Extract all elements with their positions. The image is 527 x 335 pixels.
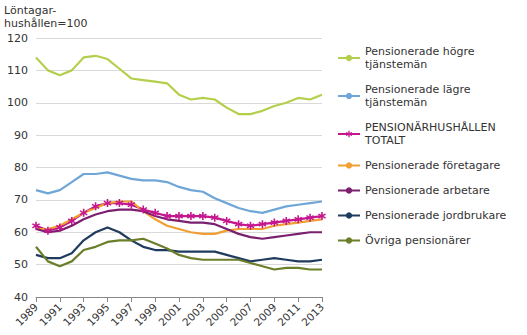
svg-text:2005: 2005 xyxy=(204,301,231,328)
svg-text:Pensionerade lägre: Pensionerade lägre xyxy=(365,83,474,96)
svg-text:PENSIONÄRHUSHÅLLEN: PENSIONÄRHUSHÅLLEN xyxy=(365,121,499,134)
svg-text:Pensionerade jordbrukare: Pensionerade jordbrukare xyxy=(365,209,507,222)
svg-text:2001: 2001 xyxy=(156,301,183,328)
svg-text:1991: 1991 xyxy=(37,301,64,328)
svg-text:1995: 1995 xyxy=(84,301,111,328)
svg-text:Pensionerade företagare: Pensionerade företagare xyxy=(365,159,500,172)
svg-text:1999: 1999 xyxy=(132,301,159,328)
svg-text:120: 120 xyxy=(7,32,28,45)
svg-text:110: 110 xyxy=(7,64,28,77)
svg-text:2013: 2013 xyxy=(299,301,326,328)
svg-text:tjänstemän: tjänstemän xyxy=(365,58,427,71)
svg-text:TOTALT: TOTALT xyxy=(364,134,405,147)
svg-text:1993: 1993 xyxy=(61,301,88,328)
svg-text:2009: 2009 xyxy=(251,301,278,328)
svg-text:Övriga pensionärer: Övriga pensionärer xyxy=(365,234,471,247)
svg-text:Löntagar-: Löntagar- xyxy=(4,4,56,17)
svg-text:1997: 1997 xyxy=(108,301,135,328)
svg-text:Pensionerade arbetare: Pensionerade arbetare xyxy=(365,184,490,197)
svg-text:2007: 2007 xyxy=(227,301,254,328)
svg-text:50: 50 xyxy=(14,258,28,271)
svg-text:2003: 2003 xyxy=(180,301,207,328)
svg-text:90: 90 xyxy=(14,129,28,142)
svg-text:1989: 1989 xyxy=(13,301,40,328)
svg-text:80: 80 xyxy=(14,161,28,174)
svg-text:60: 60 xyxy=(14,226,28,239)
svg-text:70: 70 xyxy=(14,193,28,206)
svg-text:100: 100 xyxy=(7,96,28,109)
svg-text:2011: 2011 xyxy=(275,301,302,328)
svg-text:hushållen=100: hushållen=100 xyxy=(4,17,87,30)
svg-text:Pensionerade högre: Pensionerade högre xyxy=(365,45,478,58)
svg-text:40: 40 xyxy=(14,291,28,304)
svg-text:tjänstemän: tjänstemän xyxy=(365,96,427,109)
